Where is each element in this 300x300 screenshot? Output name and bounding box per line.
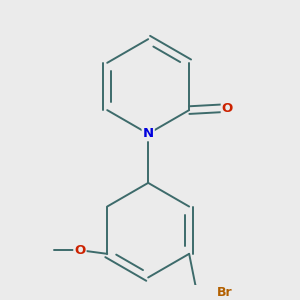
Text: O: O: [74, 244, 86, 257]
Text: Br: Br: [217, 286, 233, 298]
Text: N: N: [142, 127, 154, 140]
Text: O: O: [222, 102, 233, 115]
